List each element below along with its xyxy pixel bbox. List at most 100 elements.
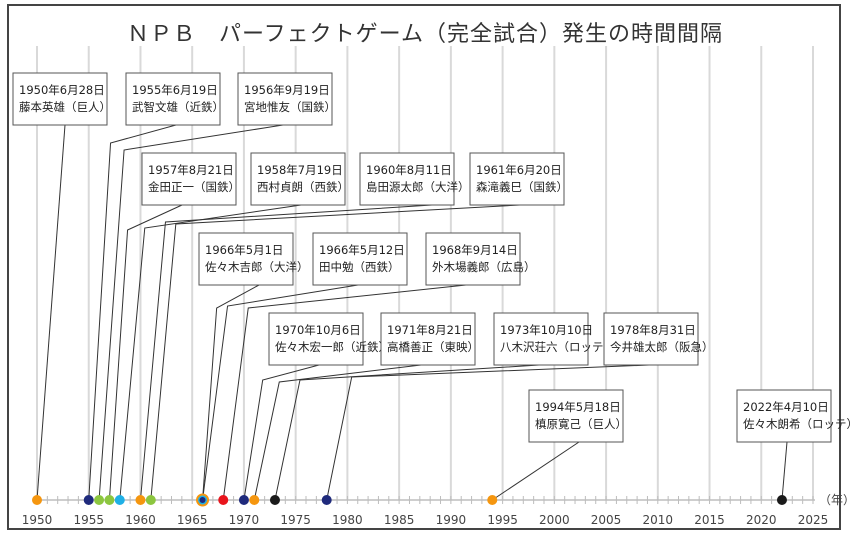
event-date: 1950年6月28日	[19, 83, 105, 97]
event-date: 1961年6月20日	[476, 163, 562, 177]
event-dot	[83, 495, 94, 505]
event-pitcher: 藤本英雄（巨人）	[19, 100, 111, 114]
event-date: 1994年5月18日	[535, 400, 621, 414]
x-tick-label: 2025	[798, 513, 829, 527]
leader-line	[150, 204, 521, 501]
x-tick-label: 1960	[125, 513, 156, 527]
leader-line	[119, 204, 302, 501]
x-tick-label: 1995	[487, 513, 518, 527]
chart-title: ＮＰＢ パーフェクトゲーム（完全試合）発生の時間間隔	[126, 22, 724, 47]
event-dot	[114, 495, 125, 505]
x-tick-label: 2000	[539, 513, 570, 527]
x-tick-label: 2020	[746, 513, 777, 527]
x-tick-label: 1975	[280, 513, 311, 527]
event-pitcher: 島田源太郎（大洋）	[366, 180, 470, 194]
leader-line	[139, 204, 433, 501]
leader-line	[108, 204, 183, 501]
event-dot	[218, 495, 229, 505]
x-tick-label: 1980	[332, 513, 363, 527]
label-box	[250, 152, 346, 206]
event-dots	[32, 493, 787, 507]
event-date: 1966年5月1日	[205, 243, 283, 257]
x-tick-labels: 1950 1955 1960 1965 1970 1975 1980 1985 1990 1995…	[22, 513, 829, 527]
event-date: 1966年5月12日	[319, 243, 405, 257]
x-tick-label: 1970	[229, 513, 260, 527]
event-date: 1978年8月31日	[610, 323, 696, 337]
event-dot	[238, 495, 249, 505]
label-box	[493, 312, 589, 366]
x-tick-label: 1990	[436, 513, 467, 527]
event-pitcher: 今井雄太郎（阪急）	[610, 340, 714, 354]
x-tick-label: 1985	[384, 513, 415, 527]
event-dot	[145, 495, 156, 505]
event-pitcher: 高橋善正（東映）	[387, 340, 479, 354]
event-date: 1957年8月21日	[148, 163, 234, 177]
event-pitcher: 佐々木宏一郎（近鉄）	[275, 340, 390, 354]
leader-lines	[36, 124, 788, 501]
leader-line	[491, 441, 580, 501]
label-box	[198, 232, 294, 286]
label-box	[736, 389, 832, 443]
chart-frame	[7, 4, 841, 530]
event-date: 1968年9月14日	[432, 243, 518, 257]
label-box	[380, 312, 476, 366]
event-dot-center	[199, 497, 206, 503]
event-pitcher: 田中勉（西鉄）	[319, 260, 400, 274]
label-box	[237, 72, 333, 126]
x-tick-label: 1955	[73, 513, 104, 527]
x-tick-label: 2010	[643, 513, 674, 527]
event-dot	[487, 495, 498, 505]
event-pitcher: 佐々木朗希（ロッテ）	[743, 417, 850, 431]
event-date: 1970年10月6日	[275, 323, 361, 337]
leader-line	[222, 284, 467, 501]
event-pitcher: 八木沢荘六（ロッテ）	[500, 340, 615, 354]
event-dot	[94, 495, 105, 505]
event-dot	[321, 495, 332, 505]
leader-line	[88, 124, 177, 501]
leader-line	[326, 364, 650, 501]
event-date: 2022年4月10日	[743, 400, 829, 414]
leader-line	[253, 364, 422, 501]
event-pitcher: 西村貞朗（西鉄）	[257, 180, 349, 194]
label-box	[603, 312, 699, 366]
event-pitcher: 森滝義巳（国鉄）	[476, 180, 568, 194]
event-dot	[135, 495, 146, 505]
leader-line	[781, 441, 788, 501]
event-pitcher: 佐々木吉郎（大洋）	[205, 260, 309, 274]
x-tick-label: 2015	[694, 513, 725, 527]
x-tick-label: 1965	[177, 513, 208, 527]
x-tick-label: 1950	[22, 513, 53, 527]
leader-line	[274, 364, 540, 501]
event-pitcher: 金田正一（国鉄）	[148, 180, 240, 194]
label-box	[125, 72, 221, 126]
event-date: 1958年7月19日	[257, 163, 343, 177]
label-box	[359, 152, 455, 206]
event-pitcher: 外木場義郎（広島）	[432, 260, 536, 274]
event-date: 1971年8月21日	[387, 323, 473, 337]
x-tick-label: 2005	[591, 513, 622, 527]
event-pitcher: 宮地惟友（国鉄）	[244, 100, 336, 114]
leader-line	[243, 364, 320, 501]
label-box	[268, 312, 364, 366]
label-box	[12, 72, 108, 126]
event-dot	[776, 495, 787, 505]
event-pitcher: 武智文雄（近鉄）	[132, 100, 224, 114]
leader-line	[202, 284, 260, 501]
label-box	[425, 232, 521, 286]
